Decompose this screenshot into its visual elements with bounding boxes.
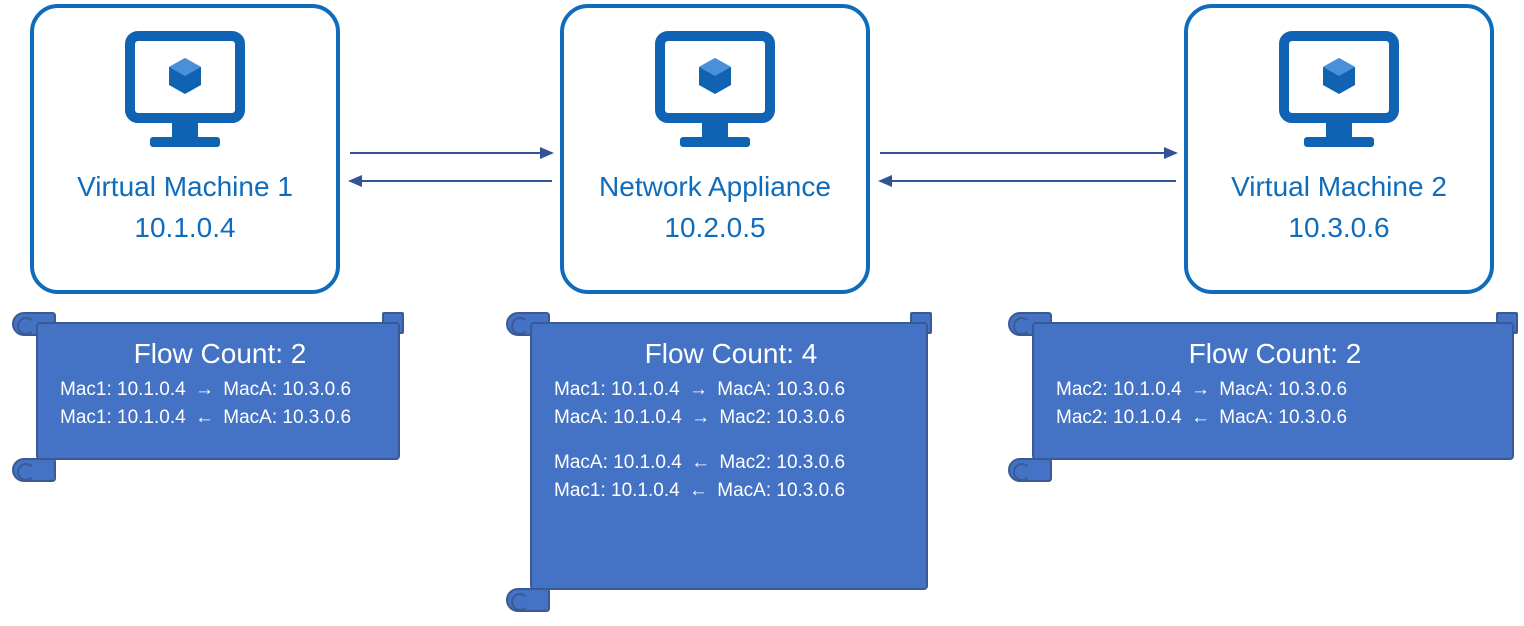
node-nva: Network Appliance 10.2.0.5 <box>560 4 870 294</box>
node-vm2: Virtual Machine 2 10.3.0.6 <box>1184 4 1494 294</box>
vm-icon <box>640 28 790 163</box>
flow-scroll-nva: Flow Count: 4 Mac1: 10.1.0.4 → MacA: 10.… <box>506 312 932 612</box>
flow-scroll-vm1: Flow Count: 2 Mac1: 10.1.0.4 → MacA: 10.… <box>12 312 404 482</box>
flow-scroll-vm2: Flow Count: 2 Mac2: 10.1.0.4 → MacA: 10.… <box>1008 312 1518 482</box>
arrow-right-icon: → <box>687 404 714 432</box>
flow-entry: MacA: 10.1.0.4 → Mac2: 10.3.0.6 <box>554 404 908 432</box>
flow-count-title: Flow Count: 4 <box>554 338 908 370</box>
flow-entry: Mac1: 10.1.0.4 → MacA: 10.3.0.6 <box>554 376 908 404</box>
flow-left: Mac1: 10.1.0.4 <box>60 407 186 428</box>
flow-entry: Mac2: 10.1.0.4 ← MacA: 10.3.0.6 <box>1056 404 1494 432</box>
flow-right: Mac2: 10.3.0.6 <box>719 452 845 473</box>
flow-left: MacA: 10.1.0.4 <box>554 452 682 473</box>
arrow-right-icon: → <box>191 376 218 404</box>
node-vm2-ip: 10.3.0.6 <box>1188 210 1490 245</box>
diagram-canvas: Virtual Machine 1 10.1.0.4 Network Appli… <box>0 0 1524 626</box>
flow-left: Mac1: 10.1.0.4 <box>60 379 186 400</box>
flow-entry: Mac1: 10.1.0.4 ← MacA: 10.3.0.6 <box>554 477 908 505</box>
scroll-curl-icon <box>12 458 56 482</box>
flow-scroll-body: Flow Count: 2 Mac2: 10.1.0.4 → MacA: 10.… <box>1032 322 1514 460</box>
flow-count-title: Flow Count: 2 <box>1056 338 1494 370</box>
arrow-vm2-to-nva <box>880 180 1176 182</box>
flow-count-title: Flow Count: 2 <box>60 338 380 370</box>
vm-icon <box>110 28 260 163</box>
flow-right: Mac2: 10.3.0.6 <box>719 407 845 428</box>
flow-left: Mac1: 10.1.0.4 <box>554 379 680 400</box>
arrow-left-icon: ← <box>191 404 218 432</box>
flow-entry: Mac1: 10.1.0.4 → MacA: 10.3.0.6 <box>60 376 380 404</box>
flow-right: MacA: 10.3.0.6 <box>223 379 351 400</box>
flow-gap <box>554 431 908 449</box>
flow-right: MacA: 10.3.0.6 <box>717 379 845 400</box>
flow-scroll-body: Flow Count: 2 Mac1: 10.1.0.4 → MacA: 10.… <box>36 322 400 460</box>
node-nva-ip: 10.2.0.5 <box>564 210 866 245</box>
flow-right: MacA: 10.3.0.6 <box>1219 407 1347 428</box>
flow-right: MacA: 10.3.0.6 <box>1219 379 1347 400</box>
flow-left: MacA: 10.1.0.4 <box>554 407 682 428</box>
flow-left: Mac2: 10.1.0.4 <box>1056 407 1182 428</box>
node-nva-title: Network Appliance <box>564 169 866 204</box>
arrow-vm1-to-nva <box>350 152 552 154</box>
arrow-left-icon: ← <box>685 477 712 505</box>
arrow-left-icon: ← <box>687 449 714 477</box>
node-vm2-title: Virtual Machine 2 <box>1188 169 1490 204</box>
arrow-nva-to-vm1 <box>350 180 552 182</box>
scroll-curl-icon <box>506 588 550 612</box>
flow-entry: Mac2: 10.1.0.4 → MacA: 10.3.0.6 <box>1056 376 1494 404</box>
arrow-nva-to-vm2 <box>880 152 1176 154</box>
flow-right: MacA: 10.3.0.6 <box>223 407 351 428</box>
arrow-right-icon: → <box>685 376 712 404</box>
node-vm1-title: Virtual Machine 1 <box>34 169 336 204</box>
flow-entry: MacA: 10.1.0.4 ← Mac2: 10.3.0.6 <box>554 449 908 477</box>
flow-left: Mac1: 10.1.0.4 <box>554 480 680 501</box>
arrow-right-icon: → <box>1187 376 1214 404</box>
vm-icon <box>1264 28 1414 163</box>
node-vm1: Virtual Machine 1 10.1.0.4 <box>30 4 340 294</box>
scroll-curl-icon <box>1008 458 1052 482</box>
flow-left: Mac2: 10.1.0.4 <box>1056 379 1182 400</box>
flow-entry: Mac1: 10.1.0.4 ← MacA: 10.3.0.6 <box>60 404 380 432</box>
node-vm1-ip: 10.1.0.4 <box>34 210 336 245</box>
flow-scroll-body: Flow Count: 4 Mac1: 10.1.0.4 → MacA: 10.… <box>530 322 928 590</box>
flow-right: MacA: 10.3.0.6 <box>717 480 845 501</box>
arrow-left-icon: ← <box>1187 404 1214 432</box>
